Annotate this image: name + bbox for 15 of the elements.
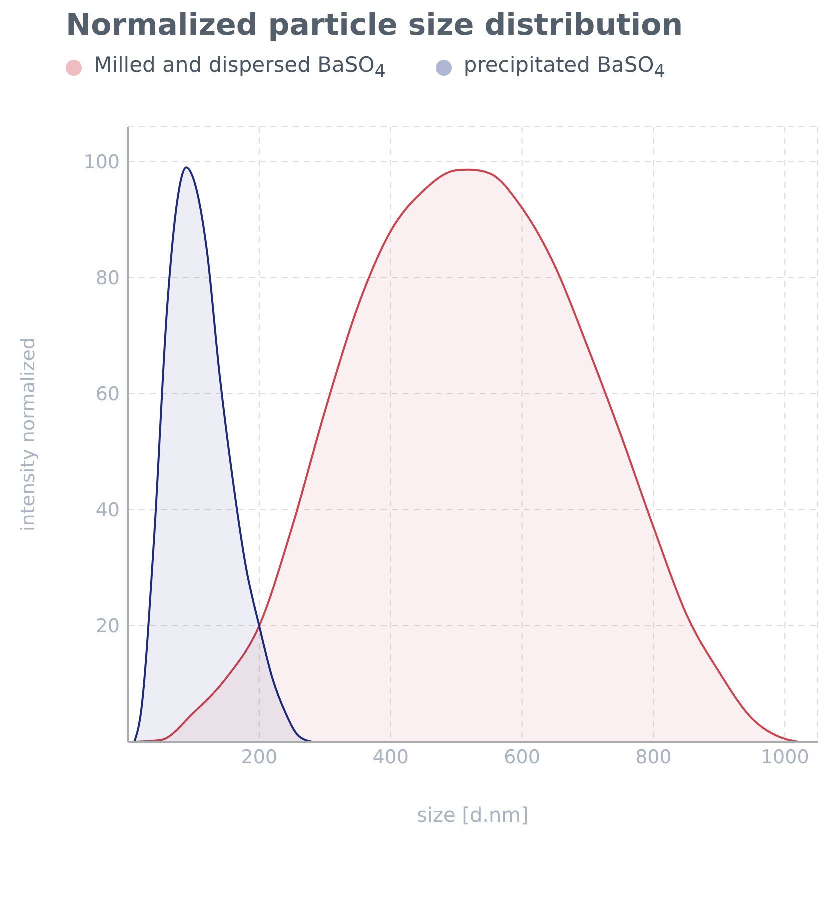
x-tick-label: 1000 xyxy=(760,746,810,769)
legend-label: Milled and dispersed BaSO$_{4}$ xyxy=(94,53,386,82)
x-tick-label: 600 xyxy=(504,746,540,769)
y-axis-title: intensity normalized xyxy=(18,338,40,532)
x-axis-title: size [d.nm] xyxy=(417,803,529,828)
y-tick-label: 40 xyxy=(96,500,120,522)
x-tick-label: 800 xyxy=(636,746,672,769)
chart-title: Normalized particle size distribution xyxy=(66,8,684,43)
y-tick-label: 20 xyxy=(96,616,120,638)
legend-label: precipitated BaSO$_{4}$ xyxy=(464,53,666,82)
y-tick-label: 60 xyxy=(96,384,120,406)
y-tick-label: 100 xyxy=(84,152,120,174)
x-tick-label: 400 xyxy=(372,746,409,769)
x-tick-label: 200 xyxy=(241,746,278,769)
y-tick-label: 80 xyxy=(96,268,120,290)
